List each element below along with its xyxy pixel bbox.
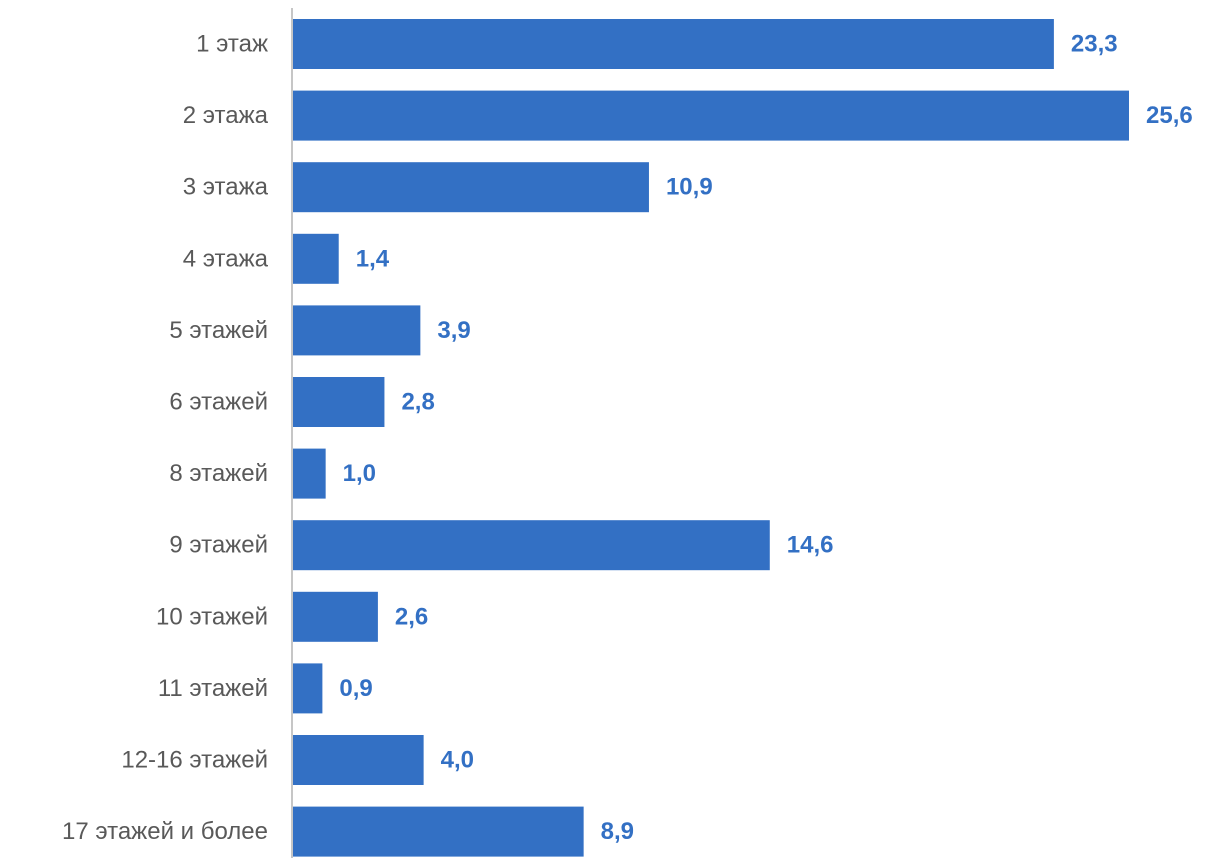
value-labels-group: 23,3 25,6 10,9 1,4 3,9 2,8 1,0 14,6 2,6 0,9 4,0 8,9: [339, 31, 1192, 846]
value-label: 2,6: [395, 603, 428, 630]
value-label: 1,0: [343, 460, 376, 487]
category-label: 5 этажей: [169, 317, 268, 344]
bar: [293, 735, 424, 785]
category-label: 12-16 этажей: [121, 747, 268, 774]
category-label: 1 этаж: [196, 31, 268, 58]
value-label: 23,3: [1071, 31, 1118, 58]
value-label: 25,6: [1146, 102, 1193, 129]
bar: [293, 162, 649, 213]
value-label: 8,9: [601, 818, 634, 845]
value-label: 14,6: [787, 532, 834, 559]
category-label: 6 этажей: [169, 389, 268, 416]
value-label: 0,9: [339, 675, 372, 702]
category-label: 17 этажей и более: [62, 818, 268, 845]
bar: [293, 90, 1129, 141]
category-label: 8 этажей: [169, 460, 268, 487]
bar: [293, 520, 770, 571]
category-label: 3 этажа: [183, 174, 269, 201]
category-label: 10 этажей: [156, 603, 268, 630]
bars-group: [293, 19, 1129, 857]
value-label: 2,8: [401, 389, 434, 416]
bar: [293, 663, 323, 714]
bar: [293, 448, 326, 499]
category-label: 9 этажей: [169, 532, 268, 559]
bar: [293, 806, 584, 857]
value-label: 10,9: [666, 174, 713, 201]
bar: [293, 233, 339, 284]
bar: [293, 377, 385, 427]
value-label: 4,0: [441, 747, 474, 774]
category-label: 4 этажа: [183, 245, 269, 272]
bar: [293, 305, 421, 356]
category-labels-group: 1 этаж 2 этажа 3 этажа 4 этажа 5 этажей 6 эта…: [62, 31, 269, 846]
bar: [293, 591, 378, 642]
value-label: 3,9: [437, 317, 470, 344]
category-label: 2 этажа: [183, 102, 269, 129]
bar: [293, 19, 1054, 69]
value-label: 1,4: [356, 245, 390, 272]
category-label: 11 этажей: [158, 675, 268, 702]
